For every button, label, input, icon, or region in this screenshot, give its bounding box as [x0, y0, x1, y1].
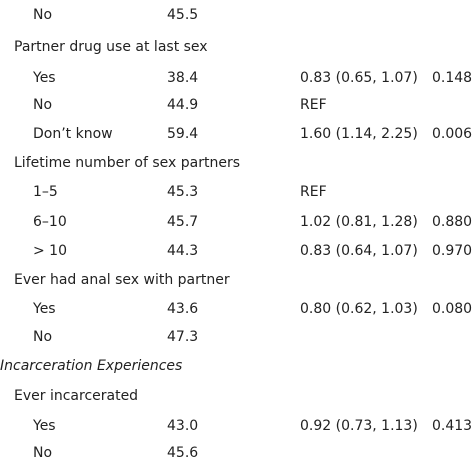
table-row: > 10 44.3 0.83 (0.64, 1.07) 0.970 [0, 241, 474, 261]
percent-cell: 43.6 [167, 301, 199, 317]
p-value-cell: 0.006 [432, 126, 473, 142]
row-label: 6–10 [33, 214, 67, 230]
table-row: Ever incarcerated [0, 386, 474, 406]
row-label: Partner drug use at last sex [14, 39, 208, 55]
row-label: No [33, 445, 53, 461]
percent-cell: 44.9 [167, 97, 199, 113]
row-label: Yes [33, 418, 56, 434]
table-row: Yes 43.0 0.92 (0.73, 1.13) 0.413 [0, 416, 474, 436]
percent-cell: 45.5 [167, 7, 199, 23]
row-label: Don’t know [33, 126, 113, 142]
table-row: Yes 43.6 0.80 (0.62, 1.03) 0.080 [0, 299, 474, 319]
table-row: 1–5 45.3 REF [0, 182, 474, 202]
row-label: Yes [33, 301, 56, 317]
table-row: No 45.5 [0, 5, 474, 25]
p-value-cell: 0.880 [432, 214, 473, 230]
table-row: No 44.9 REF [0, 95, 474, 115]
row-label: No [33, 329, 53, 345]
table-row: 6–10 45.7 1.02 (0.81, 1.28) 0.880 [0, 212, 474, 232]
percent-cell: 44.3 [167, 243, 199, 259]
percent-cell: 38.4 [167, 70, 199, 86]
p-value-cell: 0.413 [432, 418, 473, 434]
table-row: Don’t know 59.4 1.60 (1.14, 2.25) 0.006 [0, 124, 474, 144]
table-row: Ever had anal sex with partner [0, 270, 474, 290]
row-label: Ever had anal sex with partner [14, 272, 230, 288]
row-label: Lifetime number of sex partners [14, 155, 240, 171]
odds-ratio-cell: 0.83 (0.64, 1.07) [300, 243, 418, 259]
percent-cell: 59.4 [167, 126, 199, 142]
percent-cell: 43.0 [167, 418, 199, 434]
p-value-cell: 0.148 [432, 70, 473, 86]
row-label: > 10 [33, 243, 67, 259]
odds-ratio-cell: 0.80 (0.62, 1.03) [300, 301, 418, 317]
percent-cell: 45.3 [167, 184, 199, 200]
p-value-cell: 0.970 [432, 243, 473, 259]
row-label: 1–5 [33, 184, 58, 200]
odds-ratio-cell: REF [300, 97, 327, 113]
table-row: No 45.6 [0, 443, 474, 463]
row-label: Yes [33, 70, 56, 86]
odds-ratio-cell: 0.83 (0.65, 1.07) [300, 70, 418, 86]
table-row: Yes 38.4 0.83 (0.65, 1.07) 0.148 [0, 68, 474, 88]
table-row: No 47.3 [0, 327, 474, 347]
p-value-cell: 0.080 [432, 301, 473, 317]
table-row: Incarceration Experiences [0, 356, 474, 376]
odds-ratio-cell: 0.92 (0.73, 1.13) [300, 418, 418, 434]
row-label: No [33, 7, 53, 23]
percent-cell: 45.6 [167, 445, 199, 461]
row-label: No [33, 97, 53, 113]
section-heading: Incarceration Experiences [0, 358, 183, 374]
odds-ratio-cell: 1.60 (1.14, 2.25) [300, 126, 418, 142]
odds-ratio-cell: REF [300, 184, 327, 200]
odds-ratio-cell: 1.02 (0.81, 1.28) [300, 214, 418, 230]
percent-cell: 47.3 [167, 329, 199, 345]
row-label: Ever incarcerated [14, 388, 139, 404]
table-row: Lifetime number of sex partners [0, 153, 474, 173]
percent-cell: 45.7 [167, 214, 199, 230]
table-row: Partner drug use at last sex [0, 37, 474, 57]
